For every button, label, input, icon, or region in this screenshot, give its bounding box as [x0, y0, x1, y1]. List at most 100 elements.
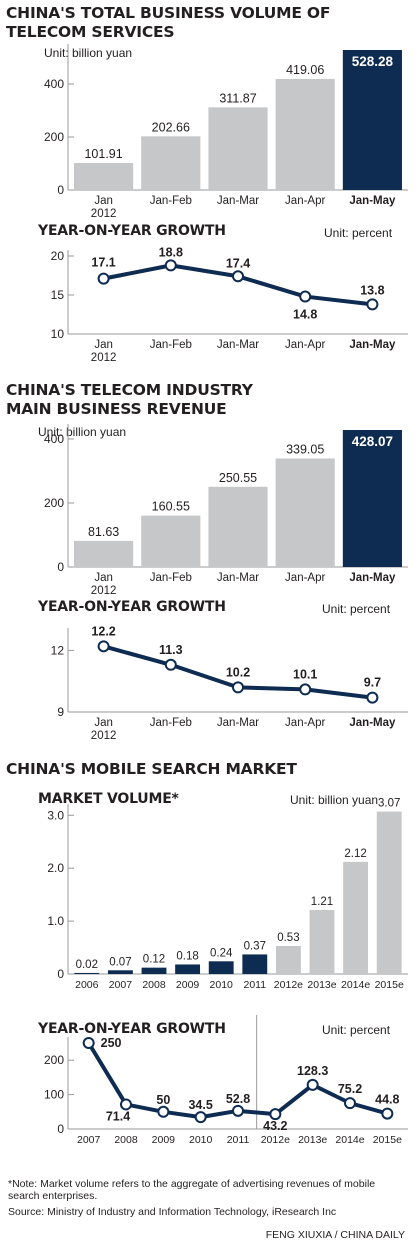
data-label: 43.2 — [263, 1119, 287, 1133]
chart-telecom-volume-growth: 10 15 20 17.1 Jan 2012 18.8 Jan-Feb 17.4 Jan-Mar 1… — [51, 245, 408, 364]
x-tick-label: Jan-Apr — [285, 717, 325, 729]
bar — [141, 136, 201, 190]
chart-telecom-volume: 0 200 400 101.91 Jan 2012 202.66 Jan-Feb 311.87 J… — [44, 44, 408, 220]
data-point — [232, 1104, 244, 1117]
x-tick-label: Jan 2012 — [91, 717, 117, 742]
data-label: 428.07 — [352, 434, 393, 449]
data-label: 75.2 — [338, 1082, 362, 1096]
x-tick-label: 2015e — [375, 979, 404, 991]
x-tick-label: Jan-Apr — [285, 572, 325, 584]
x-tick-label: 2008 — [142, 979, 166, 991]
x-tick-label: Jan-Apr — [285, 195, 325, 207]
x-tick-label: Jan 2012 — [91, 339, 117, 364]
y-tick-label: 0 — [57, 560, 64, 574]
data-point — [120, 1098, 132, 1111]
y-tick-label: 400 — [44, 77, 64, 91]
data-point — [366, 298, 379, 311]
y-tick-label: 15 — [51, 288, 65, 302]
x-tick-label: Jan 2012 — [91, 195, 117, 220]
bar — [208, 107, 268, 190]
data-label: 44.8 — [375, 1093, 399, 1107]
x-tick-label: Jan-May — [349, 717, 396, 729]
data-label: 528.28 — [352, 54, 394, 69]
data-label: 18.8 — [159, 245, 183, 259]
y-tick-label: 9 — [57, 705, 64, 719]
x-tick-label: Jan-Apr — [285, 339, 325, 351]
data-point — [344, 1097, 356, 1110]
section2-title-line1: CHINA'S TELECOM INDUSTRY — [6, 381, 253, 399]
x-tick-label: 2012e — [274, 979, 303, 991]
y-tick-label: 0 — [57, 967, 64, 981]
data-label: 419.06 — [286, 63, 324, 77]
x-tick-label: 2009 — [176, 979, 200, 991]
bar — [107, 970, 133, 974]
chart-mobile-search-volume: 0 1.0 2.0 3.0 0.02 2006 0.07 2007 0.12 2008 0.18 20… — [47, 798, 408, 991]
data-label: 160.55 — [152, 500, 190, 514]
chart-telecom-revenue: 0 200 400 81.63 Jan 2012 160.55 Jan-Feb 250.55 Ja… — [44, 424, 408, 597]
bar — [376, 811, 402, 974]
data-point — [97, 640, 110, 653]
y-tick-label: 400 — [44, 432, 64, 446]
section1-title-line2: TELECOM SERVICES — [6, 23, 175, 41]
x-tick-label: 2010 — [210, 979, 234, 991]
data-label: 101.91 — [84, 147, 122, 161]
bar — [309, 909, 335, 974]
section3-volume-unit: Unit: billion yuan — [290, 793, 379, 807]
data-label: 10.2 — [226, 665, 250, 679]
section3-growth-unit: Unit: percent — [322, 1023, 391, 1037]
x-tick-label: Jan-Feb — [150, 572, 192, 584]
x-tick-label: 2014e — [341, 979, 370, 991]
section1-unit: Unit: billion yuan — [44, 46, 133, 60]
data-label: 52.8 — [226, 1092, 250, 1106]
y-tick-label: 12 — [51, 643, 65, 657]
x-tick-label: 2012e — [261, 1134, 290, 1146]
y-tick-label: 200 — [44, 496, 64, 510]
x-tick-label: Jan-Feb — [150, 339, 192, 351]
data-point — [82, 1037, 95, 1049]
bar — [74, 540, 134, 567]
credit-line: FENG XIUXIA / CHINA DAILY — [265, 1229, 405, 1241]
x-tick-label: 2009 — [152, 1134, 176, 1146]
y-tick-label: 0 — [57, 183, 64, 197]
x-tick-label: Jan 2012 — [91, 572, 117, 597]
data-point — [269, 1108, 282, 1121]
data-label: 13.8 — [360, 283, 384, 297]
data-label: 17.4 — [226, 256, 250, 270]
x-tick-label: Jan-Mar — [217, 572, 259, 584]
bar — [208, 961, 234, 974]
data-label: 14.8 — [293, 308, 317, 322]
section1-growth-unit: Unit: percent — [324, 226, 393, 240]
data-point — [232, 270, 244, 283]
bar — [74, 972, 100, 974]
data-label: 0.18 — [176, 950, 198, 962]
section3-title: CHINA'S MOBILE SEARCH MARKET — [6, 760, 297, 778]
x-tick-label: 2007 — [109, 979, 133, 991]
bar — [175, 964, 201, 974]
section2-unit: Unit: billion yuan — [38, 425, 127, 439]
x-tick-label: Jan-Feb — [150, 195, 192, 207]
bar — [74, 162, 134, 190]
x-tick-label: 2011 — [244, 979, 267, 991]
data-label: 128.3 — [297, 1064, 328, 1078]
data-label: 1.21 — [311, 896, 333, 908]
data-point — [97, 272, 110, 285]
y-tick-label: 100 — [44, 1088, 64, 1102]
bar — [242, 954, 268, 974]
data-label: 17.1 — [91, 256, 115, 270]
x-tick-label: 2013e — [298, 1134, 327, 1146]
data-point — [164, 259, 177, 272]
bar — [275, 945, 301, 974]
data-label: 250.55 — [219, 471, 257, 485]
y-tick-label: 1.0 — [47, 914, 64, 928]
data-label: 0.12 — [143, 954, 165, 966]
chart-telecom-revenue-growth: 9 12 12.2 Jan 2012 11.3 Jan-Feb 10.2 Jan-Mar 10.1… — [51, 624, 408, 742]
x-tick-label: 2006 — [75, 979, 99, 991]
source-line: Source: Ministry of Industry and Informa… — [8, 1206, 337, 1218]
data-label: 34.5 — [188, 1098, 212, 1112]
data-point — [194, 1111, 207, 1124]
data-point — [366, 691, 379, 704]
data-point — [381, 1107, 394, 1120]
y-tick-label: 10 — [51, 327, 65, 341]
data-label: 339.05 — [286, 442, 324, 456]
data-label: 0.07 — [109, 956, 131, 968]
